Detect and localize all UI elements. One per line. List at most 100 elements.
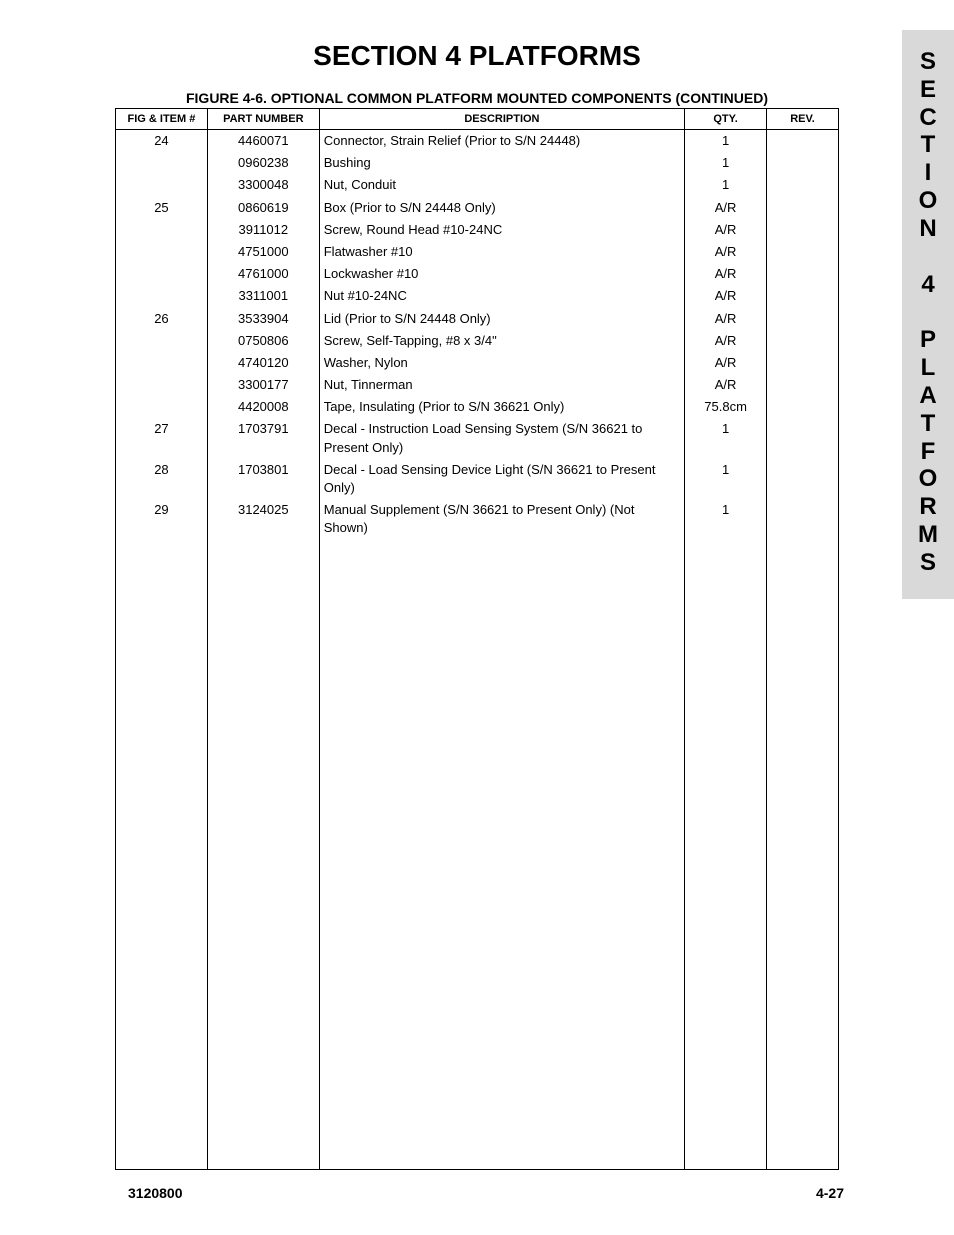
cell-part: 4761000 xyxy=(207,263,319,285)
side-tab-letter: O xyxy=(902,465,954,493)
cell-part: 4751000 xyxy=(207,241,319,263)
table-row: 4761000Lockwasher #10A/R xyxy=(116,263,839,285)
table-row: 271703791Decal - Instruction Load Sensin… xyxy=(116,418,839,458)
table-row: 3311001Nut #10-24NCA/R xyxy=(116,285,839,307)
side-tab-letter: F xyxy=(902,438,954,466)
cell-desc: Flatwasher #10 xyxy=(319,241,684,263)
cell-part: 3911012 xyxy=(207,219,319,241)
cell-qty: A/R xyxy=(685,197,767,219)
cell-desc: Nut #10-24NC xyxy=(319,285,684,307)
cell-part: 3300048 xyxy=(207,174,319,196)
cell-qty: 1 xyxy=(685,152,767,174)
cell-part: 0960238 xyxy=(207,152,319,174)
cell-part: 4420008 xyxy=(207,396,319,418)
cell-rev xyxy=(767,130,839,153)
cell-qty: A/R xyxy=(685,285,767,307)
cell-qty: 75.8cm xyxy=(685,396,767,418)
cell-qty: A/R xyxy=(685,263,767,285)
cell-desc: Box (Prior to S/N 24448 Only) xyxy=(319,197,684,219)
cell-fig xyxy=(116,241,208,263)
cell-desc: Screw, Self-Tapping, #8 x 3/4" xyxy=(319,330,684,352)
cell-fig: 27 xyxy=(116,418,208,458)
cell-fig: 24 xyxy=(116,130,208,153)
side-tab-letter: N xyxy=(902,215,954,243)
table-row: 281703801Decal - Load Sensing Device Lig… xyxy=(116,459,839,499)
section-title: SECTION 4 PLATFORMS xyxy=(0,0,954,72)
page-footer: 3120800 4-27 xyxy=(0,1185,954,1201)
cell-part: 3124025 xyxy=(207,499,319,539)
cell-fig xyxy=(116,152,208,174)
cell-qty: A/R xyxy=(685,374,767,396)
cell-part: 0860619 xyxy=(207,197,319,219)
cell-desc: Manual Supplement (S/N 36621 to Present … xyxy=(319,499,684,539)
col-header-part: PART NUMBER xyxy=(207,109,319,130)
cell-qty: 1 xyxy=(685,130,767,153)
cell-part: 3311001 xyxy=(207,285,319,307)
cell-rev xyxy=(767,374,839,396)
cell-part: 1703801 xyxy=(207,459,319,499)
table-row: 0960238Bushing1 xyxy=(116,152,839,174)
cell-desc: Bushing xyxy=(319,152,684,174)
cell-part: 4460071 xyxy=(207,130,319,153)
side-tab-letter: R xyxy=(902,493,954,521)
cell-fig: 26 xyxy=(116,308,208,330)
table-row: 0750806Screw, Self-Tapping, #8 x 3/4"A/R xyxy=(116,330,839,352)
cell-qty: A/R xyxy=(685,352,767,374)
cell-part: 0750806 xyxy=(207,330,319,352)
col-header-desc: DESCRIPTION xyxy=(319,109,684,130)
cell-desc: Washer, Nylon xyxy=(319,352,684,374)
side-tab-letter: A xyxy=(902,382,954,410)
cell-qty: A/R xyxy=(685,308,767,330)
cell-fig: 28 xyxy=(116,459,208,499)
cell-fig xyxy=(116,396,208,418)
side-tab-letter: P xyxy=(902,326,954,354)
cell-fig xyxy=(116,330,208,352)
page-container: SECTION 4 PLATFORMS SECTION 4 PLATFORMS … xyxy=(0,0,954,1235)
cell-fig xyxy=(116,174,208,196)
side-tab-letter xyxy=(902,243,954,271)
footer-doc-number: 3120800 xyxy=(128,1185,183,1201)
table-spacer-row xyxy=(116,540,839,1170)
cell-qty: 1 xyxy=(685,418,767,458)
side-tab-letter: S xyxy=(902,549,954,577)
side-tab-letter: C xyxy=(902,104,954,132)
cell-fig xyxy=(116,219,208,241)
cell-fig xyxy=(116,374,208,396)
cell-rev xyxy=(767,352,839,374)
col-header-rev: REV. xyxy=(767,109,839,130)
side-tab-letter: 4 xyxy=(902,271,954,299)
side-tab-letter: S xyxy=(902,48,954,76)
table-row: 3300177Nut, TinnermanA/R xyxy=(116,374,839,396)
parts-table: FIG & ITEM # PART NUMBER DESCRIPTION QTY… xyxy=(115,108,839,1170)
cell-rev xyxy=(767,459,839,499)
cell-qty: 1 xyxy=(685,499,767,539)
cell-qty: A/R xyxy=(685,241,767,263)
footer-page-number: 4-27 xyxy=(816,1185,844,1201)
cell-rev xyxy=(767,219,839,241)
table-row: 4740120Washer, NylonA/R xyxy=(116,352,839,374)
table-row: 263533904Lid (Prior to S/N 24448 Only)A/… xyxy=(116,308,839,330)
table-row: 3300048Nut, Conduit1 xyxy=(116,174,839,196)
cell-rev xyxy=(767,152,839,174)
cell-rev xyxy=(767,499,839,539)
cell-rev xyxy=(767,285,839,307)
cell-qty: 1 xyxy=(685,174,767,196)
side-tab-letter: T xyxy=(902,131,954,159)
cell-fig xyxy=(116,263,208,285)
cell-desc: Lid (Prior to S/N 24448 Only) xyxy=(319,308,684,330)
cell-desc: Nut, Conduit xyxy=(319,174,684,196)
side-tab-letter: O xyxy=(902,187,954,215)
table-body: 244460071Connector, Strain Relief (Prior… xyxy=(116,130,839,1170)
table-row: 244460071Connector, Strain Relief (Prior… xyxy=(116,130,839,153)
cell-fig: 25 xyxy=(116,197,208,219)
cell-part: 3533904 xyxy=(207,308,319,330)
cell-rev xyxy=(767,174,839,196)
cell-qty: 1 xyxy=(685,459,767,499)
cell-desc: Connector, Strain Relief (Prior to S/N 2… xyxy=(319,130,684,153)
side-tab-letter: M xyxy=(902,521,954,549)
cell-qty: A/R xyxy=(685,219,767,241)
cell-rev xyxy=(767,263,839,285)
col-header-qty: QTY. xyxy=(685,109,767,130)
table-row: 293124025Manual Supplement (S/N 36621 to… xyxy=(116,499,839,539)
table-row: 250860619Box (Prior to S/N 24448 Only)A/… xyxy=(116,197,839,219)
